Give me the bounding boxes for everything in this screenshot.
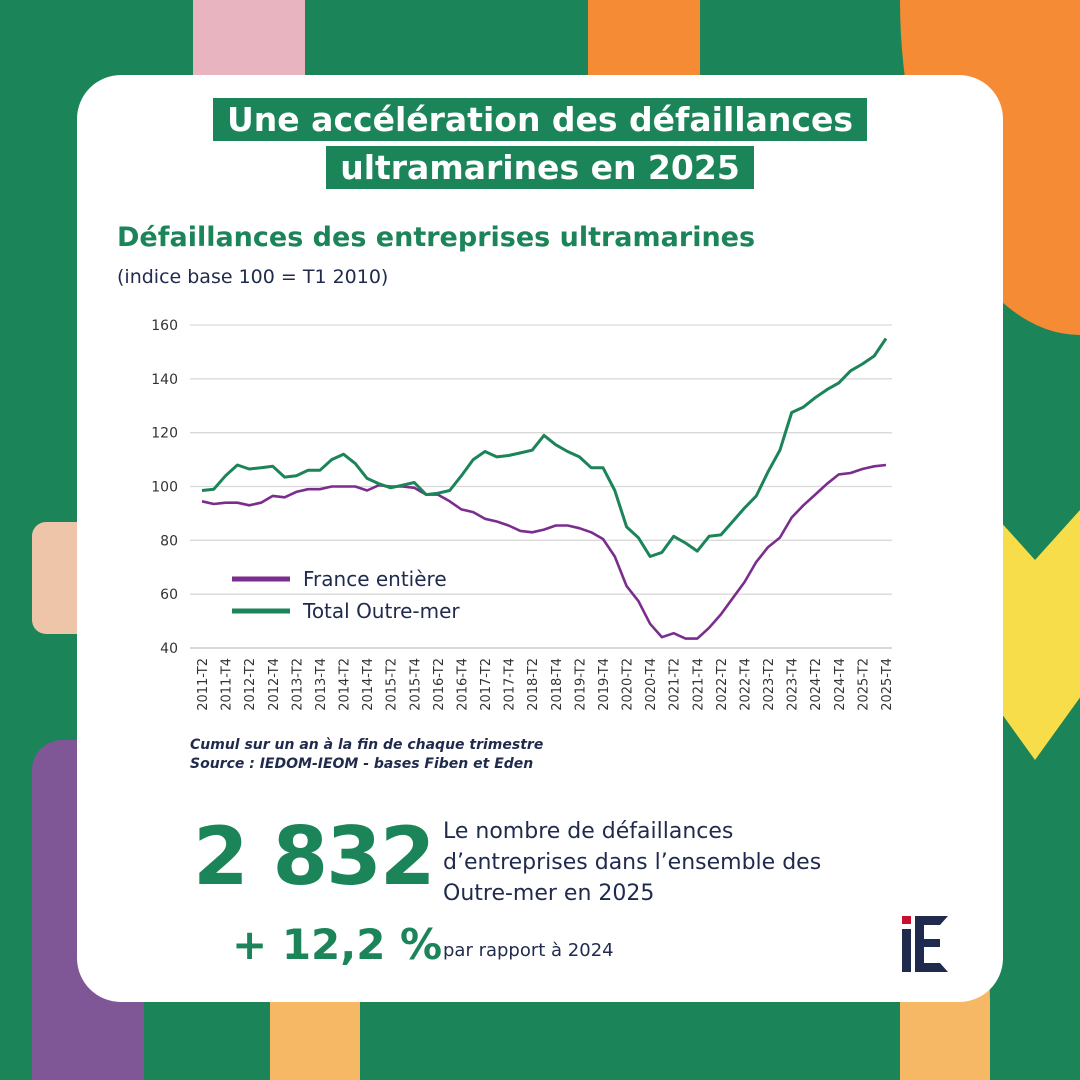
x-tick-label: 2012-T2 bbox=[243, 658, 258, 711]
series-line-total-outre-mer bbox=[201, 337, 888, 558]
x-tick-label: 2014-T4 bbox=[361, 658, 376, 711]
x-tick-label: 2012-T4 bbox=[267, 658, 282, 711]
legend-label-france: France entière bbox=[303, 567, 447, 591]
x-tick-label: 2015-T4 bbox=[408, 658, 423, 711]
page-title: Une accélération des défaillances ultram… bbox=[200, 96, 880, 192]
chart-title: Défaillances des entreprises ultramarine… bbox=[117, 222, 756, 253]
x-tick-label: 2024-T2 bbox=[809, 658, 824, 711]
x-tick-label: 2020-T4 bbox=[644, 658, 659, 711]
legend: France entière Total Outre-mer bbox=[232, 567, 460, 623]
x-tick-label: 2023-T4 bbox=[786, 658, 801, 711]
x-tick-label: 2024-T4 bbox=[833, 658, 848, 711]
legend-label-outremer: Total Outre-mer bbox=[302, 599, 460, 623]
yellow-chevron bbox=[990, 510, 1080, 760]
x-tick-label: 2025-T2 bbox=[856, 658, 871, 711]
x-tick-label: 2015-T2 bbox=[385, 658, 400, 711]
content-card bbox=[77, 75, 1003, 1002]
chart-note: Cumul sur un an à la fin de chaque trime… bbox=[190, 736, 543, 774]
x-tick-label: 2014-T2 bbox=[338, 658, 353, 711]
kpi-change: + 12,2 % bbox=[232, 920, 443, 969]
note-source: Source : IEDOM-IEOM - bases Fiben et Ede… bbox=[190, 756, 534, 772]
y-tick-label: 100 bbox=[151, 480, 178, 496]
x-tick-label: 2018-T2 bbox=[526, 658, 541, 711]
x-tick-label: 2020-T2 bbox=[621, 658, 636, 711]
x-tick-label: 2016-T4 bbox=[455, 658, 470, 711]
x-tick-label: 2025-T4 bbox=[880, 658, 895, 711]
x-tick-label: 2022-T4 bbox=[738, 658, 753, 711]
ie-logo bbox=[902, 916, 948, 972]
x-tick-label: 2021-T4 bbox=[691, 658, 706, 711]
x-tick-label: 2022-T2 bbox=[715, 658, 730, 711]
y-tick-label: 140 bbox=[151, 372, 178, 388]
line-chart: 40 60 80 100 120 140 160 2011-T2 2011-T4 2012-T2… bbox=[151, 318, 895, 711]
y-tick-label: 120 bbox=[151, 426, 178, 442]
kpi-value: 2 832 bbox=[193, 810, 436, 903]
chart-subtitle: (indice base 100 = T1 2010) bbox=[117, 266, 389, 288]
x-tick-label: 2011-T4 bbox=[220, 658, 235, 711]
y-tick-label: 60 bbox=[160, 587, 178, 603]
x-tick-label: 2021-T2 bbox=[668, 658, 683, 711]
x-tick-label: 2013-T4 bbox=[314, 658, 329, 711]
x-tick-label: 2023-T2 bbox=[762, 658, 777, 711]
y-tick-label: 80 bbox=[160, 533, 178, 549]
x-tick-label: 2018-T4 bbox=[550, 658, 565, 711]
x-tick-label: 2013-T2 bbox=[290, 658, 305, 711]
y-tick-label: 40 bbox=[160, 641, 178, 657]
x-tick-label: 2017-T2 bbox=[479, 658, 494, 711]
note-cumul: Cumul sur un an à la fin de chaque trime… bbox=[190, 737, 544, 753]
kpi-comparison: par rapport à 2024 bbox=[443, 940, 614, 961]
x-tick-label: 2011-T2 bbox=[196, 658, 211, 711]
x-tick-label: 2016-T2 bbox=[432, 658, 447, 711]
page-title-text: Une accélération des défaillances ultram… bbox=[213, 98, 867, 189]
series-line-france-entiere bbox=[201, 463, 887, 640]
x-tick-label: 2019-T4 bbox=[597, 658, 612, 711]
x-tick-label: 2017-T4 bbox=[503, 658, 518, 711]
kpi-description: Le nombre de défaillances d’entreprises … bbox=[443, 819, 822, 906]
y-tick-label: 160 bbox=[151, 318, 178, 334]
x-tick-label: 2019-T2 bbox=[573, 658, 588, 711]
